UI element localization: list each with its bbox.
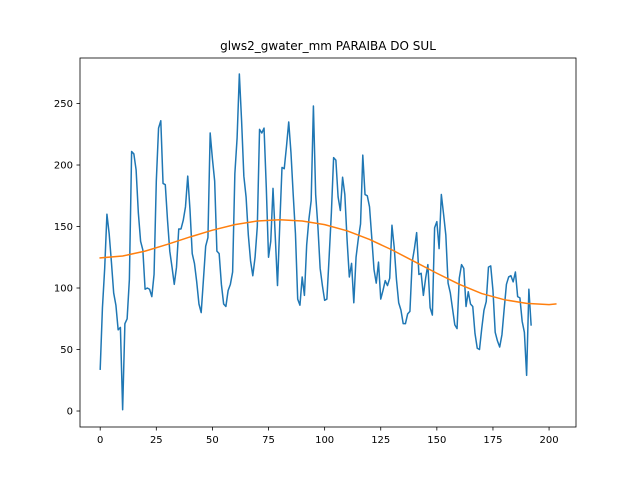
y-tick-label: 50	[60, 345, 73, 356]
x-tick-label: 125	[371, 435, 390, 446]
trend-curve-line	[99, 219, 557, 306]
axes-frame	[79, 57, 577, 428]
x-tick-label: 25	[150, 435, 163, 446]
plot-area: 0 25 50 75 100 125 150 175 200 0 50 100 150 200 250	[54, 57, 577, 446]
x-tick-label: 50	[206, 435, 219, 446]
y-tick-label: 0	[67, 407, 73, 418]
x-tick-label: 150	[427, 435, 446, 446]
x-tick-label: 75	[262, 435, 275, 446]
chart-title: glws2_gwater_mm PARAIBA DO SUL	[220, 39, 436, 53]
x-tick-label: 0	[97, 435, 103, 446]
x-tick-label: 200	[540, 435, 559, 446]
x-tick-label: 175	[483, 435, 502, 446]
y-tick-label: 200	[54, 161, 73, 172]
y-tick-label: 150	[54, 222, 73, 233]
y-tick-label: 250	[54, 99, 73, 110]
x-tick-label: 100	[315, 435, 334, 446]
data-series-line	[99, 73, 532, 411]
y-tick-label: 100	[54, 284, 73, 295]
